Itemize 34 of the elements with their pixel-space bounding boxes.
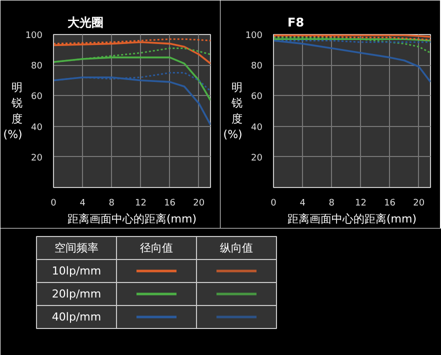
y-tick-label: 80 <box>31 62 43 72</box>
y-axis-title: 明锐度(%) <box>223 81 242 141</box>
text: 40lp/mm <box>52 310 102 324</box>
y-axis-title: 明锐度(%) <box>3 81 22 141</box>
y-tick-label: 60 <box>31 92 43 102</box>
y-tick-label: 100 <box>245 31 263 41</box>
x-axis-title: 距离画面中心的距离(mm) <box>287 212 417 226</box>
x-tick-label: 0 <box>50 198 57 208</box>
x-tick-label: 20 <box>413 198 425 208</box>
chart-title: 大光圈 <box>68 16 104 30</box>
chart-title: F8 <box>288 16 304 30</box>
text: 10lp/mm <box>52 264 102 278</box>
y-tick-label: 20 <box>251 153 263 164</box>
text: 纵向值 <box>220 242 253 254</box>
x-tick-label: 12 <box>134 198 146 208</box>
x-tick-label: 16 <box>164 198 176 208</box>
text: 径向值 <box>140 242 173 254</box>
x-tick-label: 16 <box>384 198 396 208</box>
x-tick-label: 4 <box>80 198 86 208</box>
x-tick-label: 4 <box>300 198 306 208</box>
x-tick-label: 8 <box>108 198 115 208</box>
y-tick-label: 80 <box>251 62 263 72</box>
x-axis-title: 距离画面中心的距离(mm) <box>67 212 197 226</box>
y-tick-label: 40 <box>251 122 263 133</box>
x-tick-label: 8 <box>328 198 335 208</box>
y-tick-label: 40 <box>31 122 43 133</box>
x-tick-label: 20 <box>193 198 205 208</box>
text: 空间频率 <box>54 242 98 254</box>
x-tick-label: 12 <box>354 198 366 208</box>
x-tick-label: 0 <box>270 198 277 208</box>
y-tick-label: 20 <box>31 153 43 164</box>
text: 20lp/mm <box>52 288 102 300</box>
y-tick-label: 100 <box>25 31 43 41</box>
y-tick-label: 60 <box>251 92 263 102</box>
